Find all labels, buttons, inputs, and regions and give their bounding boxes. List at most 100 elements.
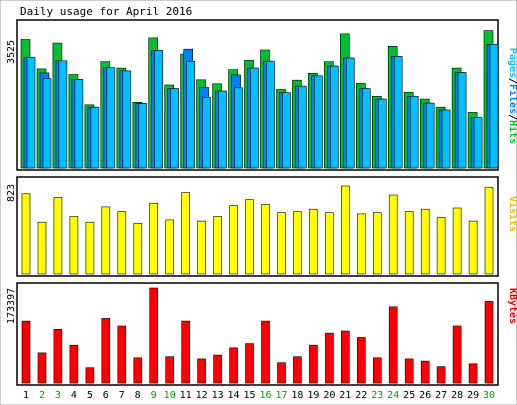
- pages-bar-day-26: [425, 102, 435, 169]
- visits-bar-day-10: [165, 219, 174, 275]
- pages-bar-day-25: [409, 96, 419, 169]
- day-label-4: 4: [71, 390, 77, 401]
- pages-bar-day-30: [489, 43, 499, 169]
- day-label-26: 26: [419, 390, 431, 401]
- visits-bar-day-19: [309, 208, 318, 275]
- kbytes-bar-day-10: [165, 356, 174, 384]
- visits-bar-day-7: [117, 211, 127, 275]
- kbytes-bar-day-2: [37, 352, 47, 384]
- pages-bar-day-10: [170, 88, 179, 169]
- pages-bar-day-20: [330, 65, 339, 169]
- day-label-15: 15: [243, 390, 255, 401]
- day-label-18: 18: [291, 390, 303, 401]
- kbytes-bar-day-23: [372, 357, 382, 384]
- pages-bar-day-9: [154, 50, 163, 169]
- visits-bar-day-25: [404, 211, 414, 275]
- ylabel-files: Files: [507, 84, 517, 114]
- visits-bar-day-2: [37, 221, 47, 275]
- day-label-14: 14: [227, 390, 239, 401]
- kbytes-bar-day-18: [293, 356, 302, 384]
- day-label-12: 12: [196, 390, 208, 401]
- pages-bar-day-15: [250, 67, 259, 169]
- day-label-28: 28: [451, 390, 463, 401]
- kbytes-bar-day-12: [197, 358, 206, 384]
- day-label-1: 1: [23, 390, 29, 401]
- pages-bar-day-4: [74, 79, 84, 169]
- visits-bar-day-12: [197, 220, 206, 275]
- day-label-7: 7: [119, 390, 125, 401]
- day-label-27: 27: [435, 390, 447, 401]
- visits-ytick-label: 823: [6, 184, 17, 202]
- pages-bar-day-24: [393, 56, 403, 169]
- pages-bar-day-27: [441, 109, 451, 169]
- pages-bar-day-6: [106, 67, 116, 169]
- kbytes-bar-day-27: [436, 366, 446, 384]
- pages-bar-day-3: [58, 60, 68, 169]
- pages-bar-day-11: [186, 60, 195, 169]
- visits-bar-day-6: [101, 206, 111, 275]
- visits-bars-group: [21, 185, 494, 275]
- visits-bar-day-27: [436, 217, 446, 275]
- pages-bar-day-13: [218, 90, 227, 169]
- visits-ylabel: Visits: [507, 196, 517, 232]
- day-label-2: 2: [39, 390, 45, 401]
- pages-bar-day-14: [234, 87, 243, 169]
- day-label-24: 24: [387, 390, 399, 401]
- kbytes-bar-day-16: [261, 320, 270, 384]
- kbytes-bar-day-20: [325, 332, 334, 384]
- day-label-16: 16: [259, 390, 271, 401]
- kbytes-bar-day-17: [277, 362, 286, 384]
- ylabel-hits: Hits: [507, 120, 517, 144]
- pages-bar-day-2: [42, 78, 52, 169]
- pages-bar-day-28: [457, 72, 467, 169]
- kbytes-bar-day-8: [133, 357, 143, 384]
- kbytes-bar-day-4: [69, 344, 79, 384]
- visits-bar-day-30: [484, 186, 494, 275]
- pages-bar-day-5: [90, 106, 100, 169]
- visits-bar-day-20: [325, 212, 334, 275]
- day-label-20: 20: [323, 390, 335, 401]
- pages-bar-day-18: [298, 85, 307, 169]
- hits-bars-group: [20, 30, 499, 169]
- pages-bar-day-1: [26, 57, 36, 169]
- pages-bar-day-16: [266, 60, 275, 169]
- visits-bar-day-21: [340, 185, 350, 275]
- visits-bar-day-18: [293, 211, 302, 275]
- kbytes-bar-day-15: [245, 343, 254, 384]
- day-label-8: 8: [135, 390, 141, 401]
- kbytes-bar-day-19: [309, 344, 318, 384]
- kbytes-bar-day-26: [420, 360, 430, 384]
- kbytes-bar-day-7: [117, 325, 127, 384]
- pages-bar-day-23: [377, 98, 387, 169]
- visits-bar-day-9: [149, 202, 158, 275]
- visits-bar-day-17: [277, 212, 286, 275]
- day-label-11: 11: [180, 390, 192, 401]
- visits-bar-day-23: [372, 212, 382, 275]
- visits-bar-day-14: [229, 205, 238, 275]
- visits-panel-frame: [16, 176, 499, 277]
- visits-bar-day-29: [468, 220, 478, 275]
- visits-bar-day-5: [85, 221, 95, 275]
- hits-ytick-label: 3525: [6, 40, 17, 64]
- day-label-13: 13: [212, 390, 224, 401]
- kbytes-bar-day-5: [85, 367, 95, 384]
- day-label-19: 19: [307, 390, 319, 401]
- visits-bar-day-15: [245, 199, 254, 275]
- kbytes-bar-day-21: [340, 330, 350, 384]
- kbytes-bar-day-11: [181, 320, 190, 384]
- day-label-17: 17: [275, 390, 287, 401]
- day-label-6: 6: [103, 390, 109, 401]
- pages-bar-day-21: [345, 57, 355, 169]
- pages-bar-day-8: [138, 103, 148, 169]
- pages-bar-day-17: [282, 92, 291, 169]
- ylabel-sep-1: /: [507, 78, 517, 84]
- visits-bar-day-22: [356, 213, 366, 275]
- visits-bar-day-3: [53, 197, 63, 275]
- kbytes-ytick-label: 173397: [6, 288, 17, 324]
- visits-bar-day-1: [21, 193, 31, 275]
- day-label-23: 23: [371, 390, 383, 401]
- day-label-5: 5: [87, 390, 93, 401]
- kbytes-panel-frame: [16, 282, 499, 386]
